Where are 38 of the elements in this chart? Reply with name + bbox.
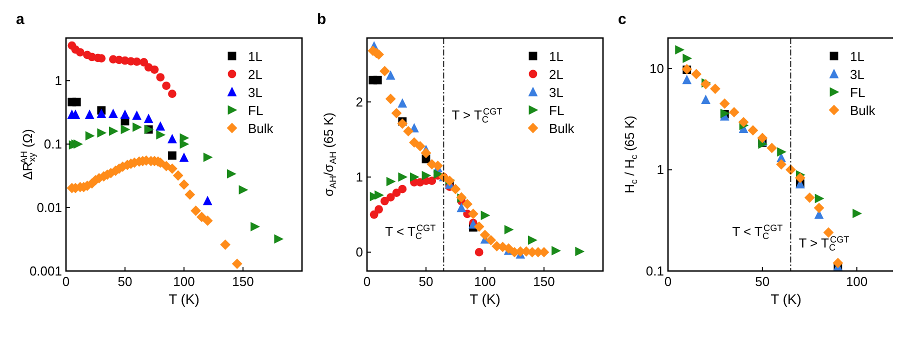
- x-tick-label: 50: [755, 274, 770, 289]
- y-tick-label: 1: [656, 162, 664, 178]
- legend-label: 2L: [248, 67, 262, 82]
- legend-label: 1L: [549, 49, 564, 64]
- legend-label: Bulk: [549, 121, 575, 136]
- x-tick-label: 150: [232, 274, 254, 289]
- legend-label: 1L: [248, 49, 262, 64]
- x-axis-title: T (K): [168, 291, 200, 307]
- y-tick-label: 1: [356, 170, 363, 185]
- legend-label: FL: [549, 103, 564, 118]
- x-tick-label: 150: [533, 274, 555, 289]
- legend-label: 3L: [549, 85, 564, 100]
- y-tick-label: 0.01: [36, 200, 62, 216]
- chart-title: b: [317, 11, 326, 28]
- legend-label: 1L: [850, 49, 864, 64]
- chart-title: a: [16, 11, 25, 28]
- y-tick-label: 2: [356, 94, 363, 110]
- x-axis-title: T (K): [470, 291, 500, 307]
- legend-label: Bulk: [248, 121, 274, 136]
- x-tick-label: 50: [118, 274, 132, 289]
- legend-label: 2L: [549, 67, 564, 82]
- legend-label: 3L: [248, 85, 262, 100]
- y-tick-label: 1: [54, 73, 62, 88]
- chart-title: c: [618, 11, 626, 28]
- y-tick-label: 0.1: [44, 136, 62, 152]
- x-tick-label: 100: [846, 274, 868, 289]
- x-tick-label: 50: [418, 274, 434, 289]
- y-tick-label: 0.1: [646, 264, 664, 278]
- y-tick-label: 10: [650, 60, 664, 76]
- legend-label: 3L: [850, 67, 864, 82]
- legend-label: FL: [850, 85, 866, 100]
- x-tick-label: 100: [474, 274, 496, 289]
- y-tick-label: 0.001: [29, 264, 62, 278]
- x-tick-label: 100: [173, 274, 195, 289]
- y-tick-label: 0: [356, 244, 363, 260]
- legend-label: FL: [248, 103, 264, 118]
- legend-label: Bulk: [850, 103, 876, 118]
- x-axis-title: T (K): [770, 291, 802, 307]
